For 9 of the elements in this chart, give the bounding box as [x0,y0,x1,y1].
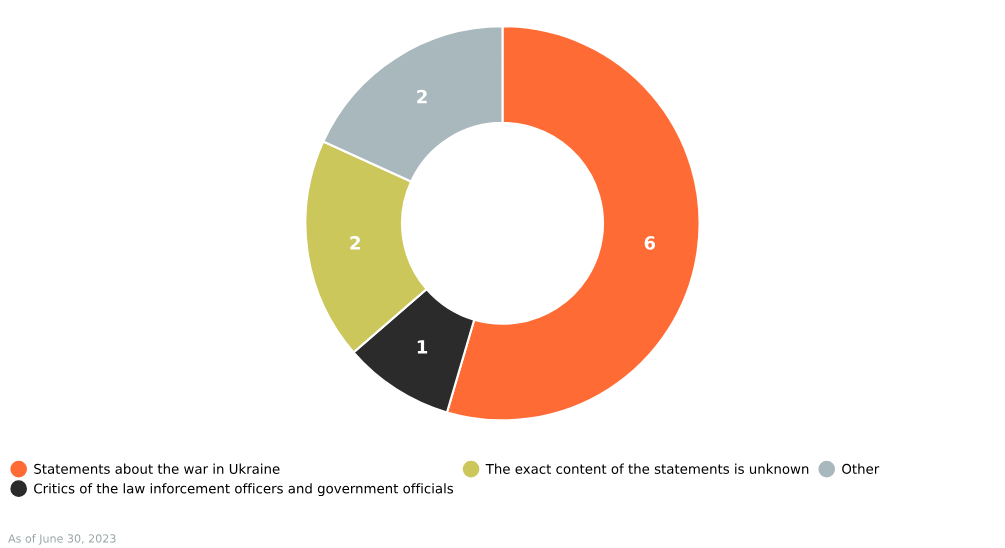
data-label: 2 [350,236,360,250]
legend-label: Statements about the war in Ukraine [34,463,280,474]
text: As of June 30, 2023 [8,534,116,545]
legend-label: The exact content of the statements is unknown [485,463,809,474]
legend-label: Critics of the law inforcement officers and government officials [34,483,454,497]
legend-label: Other [842,463,880,474]
data-label: 2 [417,89,427,104]
data-label: 6 [644,236,656,250]
data-label: 1 [417,340,428,354]
